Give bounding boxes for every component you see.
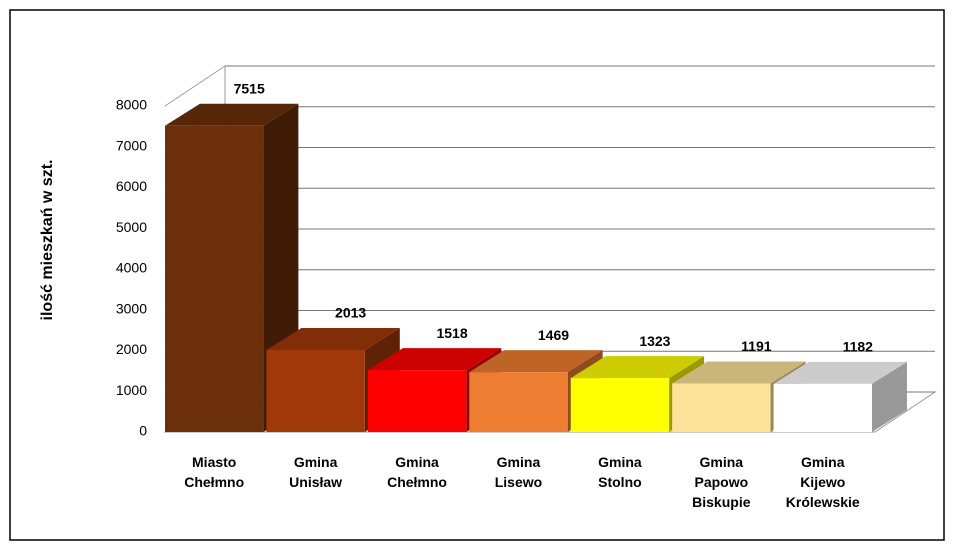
y-axis-label: ilość mieszkań w szt.: [39, 160, 56, 321]
value-label: 1323: [639, 333, 670, 349]
bar: [266, 349, 365, 432]
y-tick-label: 1000: [116, 382, 147, 398]
y-tick-label: 2000: [116, 341, 147, 357]
y-tick-label: 5000: [116, 219, 147, 235]
value-label: 1518: [436, 325, 467, 341]
bar: [367, 370, 467, 432]
x-tick-label: Gmina Stolno: [598, 454, 642, 490]
bar: [773, 383, 872, 432]
bar: [570, 378, 670, 432]
value-label: 1191: [741, 338, 772, 354]
x-tick-label: Miasto Chełmno: [184, 454, 245, 490]
value-label: 2013: [335, 305, 366, 321]
x-tick-label: Gmina Unisław: [289, 454, 343, 490]
y-tick-label: 3000: [116, 300, 147, 316]
bar-top: [672, 361, 806, 384]
y-tick-label: 6000: [116, 178, 147, 194]
value-label: 1469: [538, 327, 569, 343]
value-label: 7515: [234, 80, 265, 96]
value-label: 1182: [843, 339, 874, 355]
side-grid-line: [164, 65, 226, 107]
bar: [165, 125, 264, 433]
bar-top: [570, 356, 705, 379]
x-tick-label: Gmina Kijewo Królewskie: [785, 454, 860, 510]
bar-top: [266, 327, 400, 350]
bar-top: [367, 348, 502, 371]
bar-top: [469, 350, 603, 373]
y-tick-label: 4000: [116, 260, 147, 276]
y-tick-label: 0: [139, 423, 147, 439]
x-tick-label: Gmina Papowo Biskupie: [692, 454, 751, 510]
bar-side: [871, 361, 907, 432]
y-tick-label: 8000: [116, 97, 147, 113]
bar: [469, 372, 568, 432]
bar: [672, 383, 771, 432]
bar-top: [773, 361, 907, 384]
x-tick-label: Gmina Lisewo: [494, 454, 543, 490]
x-tick-label: Gmina Chełmno: [387, 454, 447, 490]
bar-top: [165, 103, 299, 126]
y-tick-label: 7000: [116, 137, 147, 153]
